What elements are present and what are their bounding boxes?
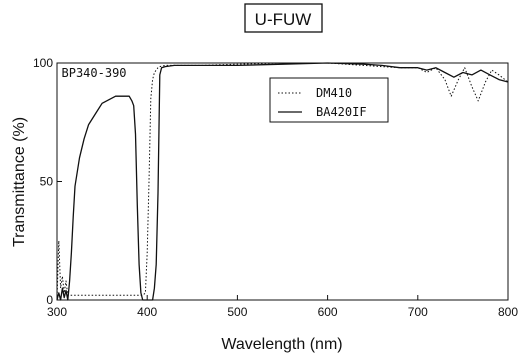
y-tick-label-50: 50 [40,175,54,189]
x-axis-ticks: 300 400 500 600 700 800 [47,295,518,319]
x-tick-label-400: 400 [137,305,157,319]
series-line-ba420if [56,62,509,301]
x-tick-label-800: 800 [498,305,518,319]
x-tick-label-700: 700 [408,305,428,319]
x-axis-title: Wavelength (nm) [221,336,342,353]
y-tick-label-0: 0 [46,293,53,307]
legend: DM410 BA420IF [269,77,389,123]
x-tick-label-500: 500 [227,305,247,319]
series-layer [56,62,509,301]
series-line-dm410 [56,62,509,301]
legend-label-dm410: DM410 [316,86,352,100]
chart-title: U-FUW [255,10,312,29]
y-axis-title: Transmittance (%) [11,117,28,247]
legend-label-ba420if: BA420IF [316,105,367,119]
y-axis-ticks: 0 50 100 [33,56,62,307]
chart-title-box [244,3,323,33]
annotation-bp340-390: BP340-390 [62,66,127,80]
x-tick-label-600: 600 [318,305,338,319]
legend-box [269,77,389,123]
x-tick-label-300: 300 [47,305,67,319]
y-tick-label-100: 100 [33,56,53,70]
